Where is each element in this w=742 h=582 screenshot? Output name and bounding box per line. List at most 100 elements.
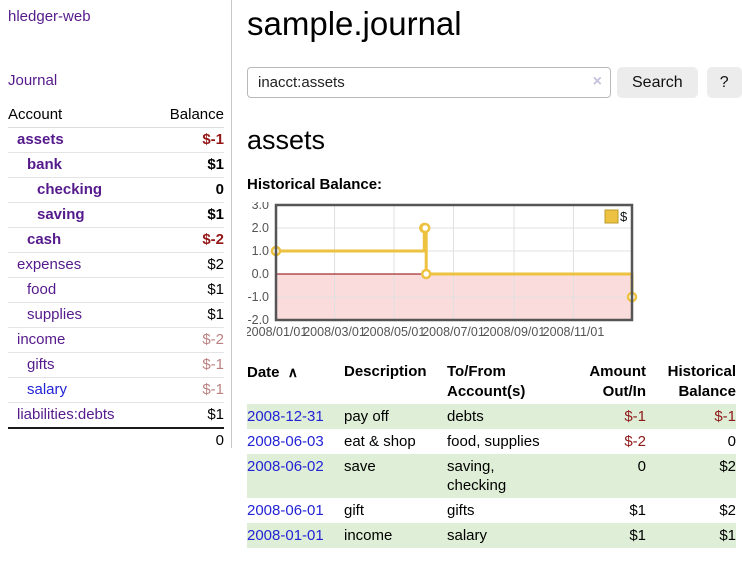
balance-chart-svg: 3.0 2.0 1.0 0.0 -1.0 -2.02008/01/012008/03/01…	[245, 198, 638, 339]
svg-text:3.0: 3.0	[252, 202, 269, 212]
account-row-expenses: expenses $2	[8, 252, 224, 278]
account-row-saving: saving $1	[8, 202, 224, 228]
account-total-row: 0	[8, 427, 224, 453]
transaction-balance: $1	[719, 527, 736, 544]
transaction-description: pay off	[344, 408, 389, 425]
page-title: sample.journal	[247, 5, 462, 42]
register-header: Date ∧ Description To/From Account(s) Am…	[247, 360, 736, 404]
transaction-amount: 0	[637, 458, 646, 475]
account-balance: $-1	[151, 377, 224, 403]
account-row-checking: checking 0	[8, 177, 224, 203]
account-link-liabilities-debts[interactable]: liabilities:debts	[17, 406, 115, 423]
journal-link[interactable]: Journal	[8, 72, 58, 89]
sort-asc-icon: ∧	[287, 364, 298, 380]
transaction-date-link[interactable]: 2008-06-02	[247, 458, 324, 475]
transaction-date-link[interactable]: 2008-06-01	[247, 502, 324, 519]
account-link-gifts[interactable]: gifts	[27, 356, 55, 373]
svg-text:0.0: 0.0	[252, 267, 269, 281]
sidebar: hledger-web Journal Account Balance asse…	[0, 0, 232, 453]
transaction-accounts: food, supplies	[447, 433, 540, 450]
transaction-accounts: debts	[447, 408, 484, 425]
search-row: × Search ?	[247, 67, 742, 98]
account-link-checking[interactable]: checking	[37, 181, 103, 198]
transaction-amount: $-1	[624, 408, 646, 425]
clear-search-icon[interactable]: ×	[592, 73, 602, 90]
transaction-description: gift	[344, 502, 365, 519]
transaction-description: income	[344, 527, 393, 544]
column-header-historical-balance[interactable]: Historical Balance	[667, 363, 736, 400]
column-header-to-from-account-s[interactable]: To/From Account(s)	[447, 363, 526, 400]
help-button[interactable]: ?	[706, 67, 742, 98]
account-row-income: income $-2	[8, 327, 224, 353]
balance-column-header: Balance	[151, 103, 224, 128]
account-link-cash[interactable]: cash	[27, 231, 62, 248]
account-row-supplies: supplies $1	[8, 302, 224, 328]
account-tree: Account Balance assets $-1 bank $1 check…	[8, 103, 224, 453]
register-row: 2008-01-01 income salary $1 $1	[247, 523, 736, 548]
svg-text:-2.0: -2.0	[247, 313, 269, 327]
account-link-salary[interactable]: salary	[27, 381, 68, 398]
account-tree-body: assets $-1 bank $1 checking 0 saving $1 …	[8, 127, 224, 429]
svg-text:-1.0: -1.0	[247, 290, 269, 304]
svg-text:2008/01/01: 2008/01/01	[247, 325, 307, 339]
search-button[interactable]: Search	[617, 67, 698, 98]
account-balance: 0	[151, 177, 224, 203]
account-row-food: food $1	[8, 277, 224, 303]
account-link-bank[interactable]: bank	[27, 156, 63, 173]
svg-text:2008/05/01: 2008/05/01	[363, 325, 426, 339]
account-row-cash: cash $-2	[8, 227, 224, 253]
account-link-saving[interactable]: saving	[37, 206, 85, 223]
account-link-expenses[interactable]: expenses	[17, 256, 82, 273]
register-row: 2008-12-31 pay off debts $-1 $-1	[247, 404, 736, 429]
transaction-date-link[interactable]: 2008-12-31	[247, 408, 324, 425]
column-header-description[interactable]: Description	[344, 363, 427, 380]
svg-text:2008/07/01: 2008/07/01	[422, 325, 485, 339]
account-heading: assets	[247, 125, 326, 155]
transaction-amount: $1	[629, 502, 646, 519]
svg-text:2008/11/01: 2008/11/01	[543, 325, 605, 339]
svg-text:2.0: 2.0	[252, 221, 269, 235]
search-input[interactable]	[247, 67, 611, 98]
account-link-food[interactable]: food	[27, 281, 57, 298]
column-header-amount-out-in[interactable]: Amount Out/In	[589, 363, 646, 400]
svg-text:1.0: 1.0	[252, 244, 269, 258]
account-row-gifts: gifts $-1	[8, 352, 224, 378]
account-total-balance: 0	[151, 427, 224, 453]
transaction-amount: $-2	[624, 433, 646, 450]
transaction-balance: 0	[727, 433, 736, 450]
transaction-date-link[interactable]: 2008-01-01	[247, 527, 324, 544]
account-balance: $1	[151, 402, 224, 429]
account-link-income[interactable]: income	[17, 331, 66, 348]
brand-link[interactable]: hledger-web	[8, 8, 91, 25]
transaction-accounts: saving, checking	[447, 458, 507, 494]
brand: hledger-web	[8, 8, 224, 26]
account-balance: $1	[151, 152, 224, 178]
nav-journal: Journal	[8, 72, 224, 90]
account-balance: $2	[151, 252, 224, 278]
account-balance: $-2	[151, 327, 224, 353]
account-row-bank: bank $1	[8, 152, 224, 178]
balance-chart: 3.0 2.0 1.0 0.0 -1.0 -2.0 2008/01/01 2008/03/01…	[245, 198, 641, 342]
account-link-supplies[interactable]: supplies	[27, 306, 83, 323]
column-header-date[interactable]: Date ∧	[247, 364, 298, 381]
chart-label: Historical Balance:	[247, 176, 383, 193]
account-row-salary: salary $-1	[8, 377, 224, 403]
svg-text:2008/09/01: 2008/09/01	[483, 325, 546, 339]
transaction-description: save	[344, 458, 376, 475]
account-tree-header: Account Balance	[8, 103, 224, 128]
account-balance: $1	[151, 202, 224, 228]
transaction-accounts: salary	[447, 527, 488, 544]
svg-text:$: $	[620, 209, 628, 224]
account-column-header: Account	[8, 103, 152, 128]
transaction-balance: $2	[719, 502, 736, 519]
register-header-row: Date ∧ Description To/From Account(s) Am…	[247, 360, 736, 404]
register-row: 2008-06-02 save saving, checking 0 $2	[247, 454, 736, 498]
register-row: 2008-06-01 gift gifts $1 $2	[247, 498, 736, 523]
register-row: 2008-06-03 eat & shop food, supplies $-2…	[247, 429, 736, 454]
transaction-date-link[interactable]: 2008-06-03	[247, 433, 324, 450]
account-link-assets[interactable]: assets	[17, 131, 64, 148]
account-row-liabilities-debts: liabilities:debts $1	[8, 402, 224, 429]
account-balance: $-1	[151, 352, 224, 378]
transaction-balance: $-1	[714, 408, 736, 425]
